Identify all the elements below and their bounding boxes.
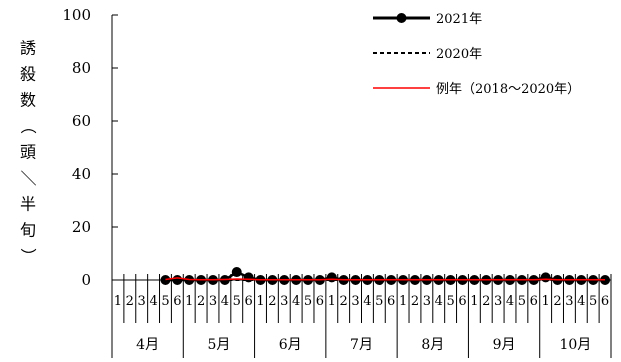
- half-label: 4: [506, 294, 514, 309]
- legend-item-0: 2021年: [373, 12, 482, 27]
- half-label: 2: [340, 294, 348, 309]
- half-label: 6: [458, 294, 466, 309]
- month-label: 10月: [559, 337, 591, 353]
- month-label: 7月: [350, 337, 373, 353]
- half-label: 6: [316, 294, 324, 309]
- half-label: 4: [292, 294, 300, 309]
- half-label: 6: [387, 294, 395, 309]
- data-point-2021: [243, 272, 254, 283]
- half-label: 2: [126, 294, 134, 309]
- y-axis: 0 20 40 60 80 100: [62, 6, 118, 289]
- y-label-char: ）: [19, 248, 38, 264]
- half-label: 2: [553, 294, 561, 309]
- half-label: 1: [470, 294, 478, 309]
- half-label: 6: [530, 294, 538, 309]
- half-label: 3: [209, 294, 217, 309]
- half-label: 5: [446, 294, 454, 309]
- half-label: 1: [256, 294, 264, 309]
- half-label: 5: [589, 294, 597, 309]
- half-label: 4: [435, 294, 443, 309]
- half-label: 4: [577, 294, 585, 309]
- y-tick-label: 60: [72, 112, 91, 130]
- month-label: 4月: [136, 337, 159, 353]
- month-label: 8月: [421, 337, 444, 353]
- half-label: 6: [244, 294, 252, 309]
- half-label: 1: [542, 294, 550, 309]
- y-label-char: 頭: [20, 143, 36, 162]
- half-label: 2: [197, 294, 205, 309]
- half-label: 5: [304, 294, 312, 309]
- half-label: 3: [423, 294, 431, 309]
- half-label: 3: [494, 294, 502, 309]
- half-label: 2: [411, 294, 419, 309]
- legend-label: 例年（2018～2020年）: [436, 82, 580, 97]
- month-label: 6月: [279, 337, 302, 353]
- half-label: 4: [221, 294, 229, 309]
- y-tick-label: 100: [62, 6, 91, 24]
- y-tick-label: 80: [72, 59, 91, 77]
- series-layer: [160, 267, 611, 285]
- data-point-2021: [231, 267, 242, 278]
- y-label-char: ／: [19, 170, 38, 186]
- half-label: 1: [114, 294, 122, 309]
- half-label: 3: [280, 294, 288, 309]
- half-label: 4: [149, 294, 157, 309]
- y-tick-label: 20: [72, 218, 91, 236]
- half-label: 1: [328, 294, 336, 309]
- y-label-char: 旬: [20, 221, 36, 240]
- month-label: 9月: [493, 337, 516, 353]
- legend-swatch-marker: [396, 13, 407, 23]
- half-label: 1: [399, 294, 407, 309]
- y-tick-label: 40: [72, 165, 91, 183]
- half-label: 2: [268, 294, 276, 309]
- month-label: 5月: [207, 337, 230, 353]
- series-2: [165, 277, 606, 281]
- legend-label: 2020年: [436, 47, 482, 62]
- half-label: 3: [565, 294, 573, 309]
- half-label: 6: [173, 294, 181, 309]
- data-point-2021: [172, 275, 183, 285]
- legend-item-1: 2020年: [373, 47, 482, 62]
- y-label-char: 数: [20, 91, 36, 110]
- half-label: 5: [518, 294, 526, 309]
- half-label: 5: [375, 294, 383, 309]
- legend-item-2: 例年（2018～2020年）: [373, 82, 580, 97]
- half-label: 6: [601, 294, 609, 309]
- data-point-2021: [326, 272, 337, 283]
- half-label: 4: [363, 294, 371, 309]
- half-label: 1: [185, 294, 193, 309]
- y-label-char: 誘: [20, 39, 36, 58]
- y-label-char: 殺: [20, 65, 36, 84]
- y-label-char: 半: [20, 195, 36, 214]
- data-point-2021: [160, 275, 171, 285]
- half-label: 5: [161, 294, 169, 309]
- half-label: 3: [351, 294, 359, 309]
- y-label-char: （: [19, 118, 38, 134]
- half-label: 2: [482, 294, 490, 309]
- y-tick-label: 0: [81, 271, 91, 289]
- y-axis-label: 誘殺数 （ 頭 ／ 半旬 ）: [19, 39, 38, 265]
- legend-label: 2021年: [436, 12, 482, 27]
- data-point-2021: [540, 272, 551, 283]
- series-line-normal: [165, 277, 606, 281]
- half-label: 3: [138, 294, 146, 309]
- half-label: 5: [233, 294, 241, 309]
